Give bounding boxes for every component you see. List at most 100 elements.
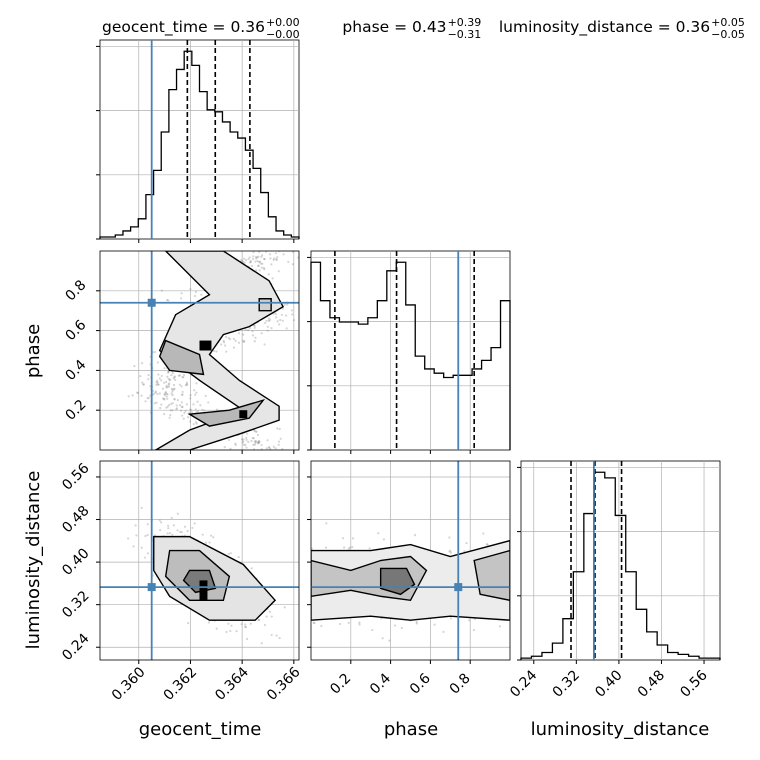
density-peak (199, 580, 208, 601)
sample-point (172, 524, 175, 527)
sample-point (261, 254, 264, 257)
sample-point (254, 256, 258, 259)
sample-point (189, 397, 192, 400)
sample-point (160, 289, 163, 292)
sample-point (285, 314, 288, 317)
sample-point (320, 624, 323, 628)
sample-point (146, 396, 149, 400)
title-geocent_time: geocent_time = 0.36 (102, 18, 265, 37)
density-peak-2 (239, 410, 248, 419)
sample-point (260, 255, 263, 258)
sample-point (433, 623, 436, 626)
sample-point (182, 376, 185, 379)
sample-point (167, 299, 170, 302)
sample-point (252, 448, 256, 450)
sample-point (270, 615, 273, 618)
sample-point (251, 329, 254, 333)
sample-point (140, 394, 143, 397)
panel-frame (99, 460, 300, 661)
sample-point (159, 406, 162, 410)
sample-point (347, 547, 350, 550)
sample-point (250, 567, 253, 570)
sample-point (265, 251, 268, 253)
panel-frame (99, 250, 300, 451)
sample-point (146, 523, 149, 526)
sample-point (241, 260, 245, 263)
sample-point (160, 379, 163, 382)
sample-point (164, 391, 167, 394)
sample-point (285, 327, 288, 330)
ytick-label-luminosity_distance: 0.56 (59, 460, 92, 493)
xtick-label-luminosity_distance: 0.40 (592, 667, 625, 700)
title-phase-plus: +0.39 (448, 16, 482, 29)
sample-point (255, 430, 258, 433)
sample-point (175, 408, 178, 411)
sample-point (281, 319, 284, 322)
sample-point (185, 403, 188, 406)
truth-marker (147, 583, 156, 592)
sample-point (193, 522, 196, 525)
sample-point (184, 384, 187, 387)
sample-point (212, 536, 215, 539)
sample-point (254, 430, 257, 433)
sample-point (242, 340, 245, 344)
sample-point (209, 534, 213, 537)
sample-point (248, 256, 251, 259)
sample-point (136, 391, 140, 395)
sample-point (255, 269, 258, 272)
sample-point (188, 420, 192, 423)
sample-point (193, 294, 197, 298)
sample-point (167, 382, 171, 385)
sample-point (135, 534, 138, 537)
xtick-label-luminosity_distance: 0.24 (507, 667, 540, 700)
title-geocent_time-plus: +0.00 (266, 16, 300, 29)
sample-point (173, 398, 176, 401)
sample-point (157, 373, 160, 376)
sample-point (167, 524, 170, 527)
sample-point (140, 546, 143, 549)
title-phase-minus: −0.31 (448, 28, 482, 41)
sample-point (193, 389, 196, 392)
sample-point (177, 374, 181, 377)
sample-point (188, 411, 191, 414)
sample-point (267, 446, 271, 449)
sample-point (259, 262, 263, 265)
panel-luminosity_distance-vs-geocent_time (96, 460, 300, 664)
sample-point (171, 372, 174, 375)
sample-point (257, 618, 260, 622)
xtick-label-geocent_time: 0.360 (109, 664, 149, 704)
sample-point (225, 350, 228, 353)
sample-point (272, 257, 276, 260)
sample-point (291, 263, 294, 266)
sample-point (173, 376, 176, 379)
ytick-label-phase: 0.6 (62, 317, 89, 344)
sample-point (224, 344, 227, 347)
xtick-label-luminosity_distance: 0.32 (550, 667, 583, 700)
sample-point (180, 385, 183, 388)
sample-point (351, 545, 354, 549)
sample-point (203, 409, 206, 412)
sample-point (448, 536, 451, 539)
sample-point (176, 529, 179, 532)
sample-point (341, 537, 345, 540)
hist-line-luminosity_distance (520, 471, 721, 660)
sample-point (324, 546, 328, 549)
sample-point (215, 350, 218, 353)
sample-point (185, 382, 189, 386)
sample-point (166, 397, 169, 400)
sample-point (260, 443, 263, 447)
sample-point (160, 403, 163, 406)
sample-point (165, 406, 168, 409)
sample-point (253, 429, 256, 432)
sample-point (175, 407, 179, 410)
sample-point (170, 374, 173, 377)
sample-point (244, 328, 247, 331)
sample-point (234, 339, 237, 342)
sample-point (280, 313, 284, 317)
sample-point (486, 543, 489, 546)
sample-point (167, 385, 170, 388)
sample-point (228, 338, 232, 341)
sample-point (241, 441, 244, 444)
truth-marker (454, 583, 463, 592)
sample-point (192, 403, 195, 406)
